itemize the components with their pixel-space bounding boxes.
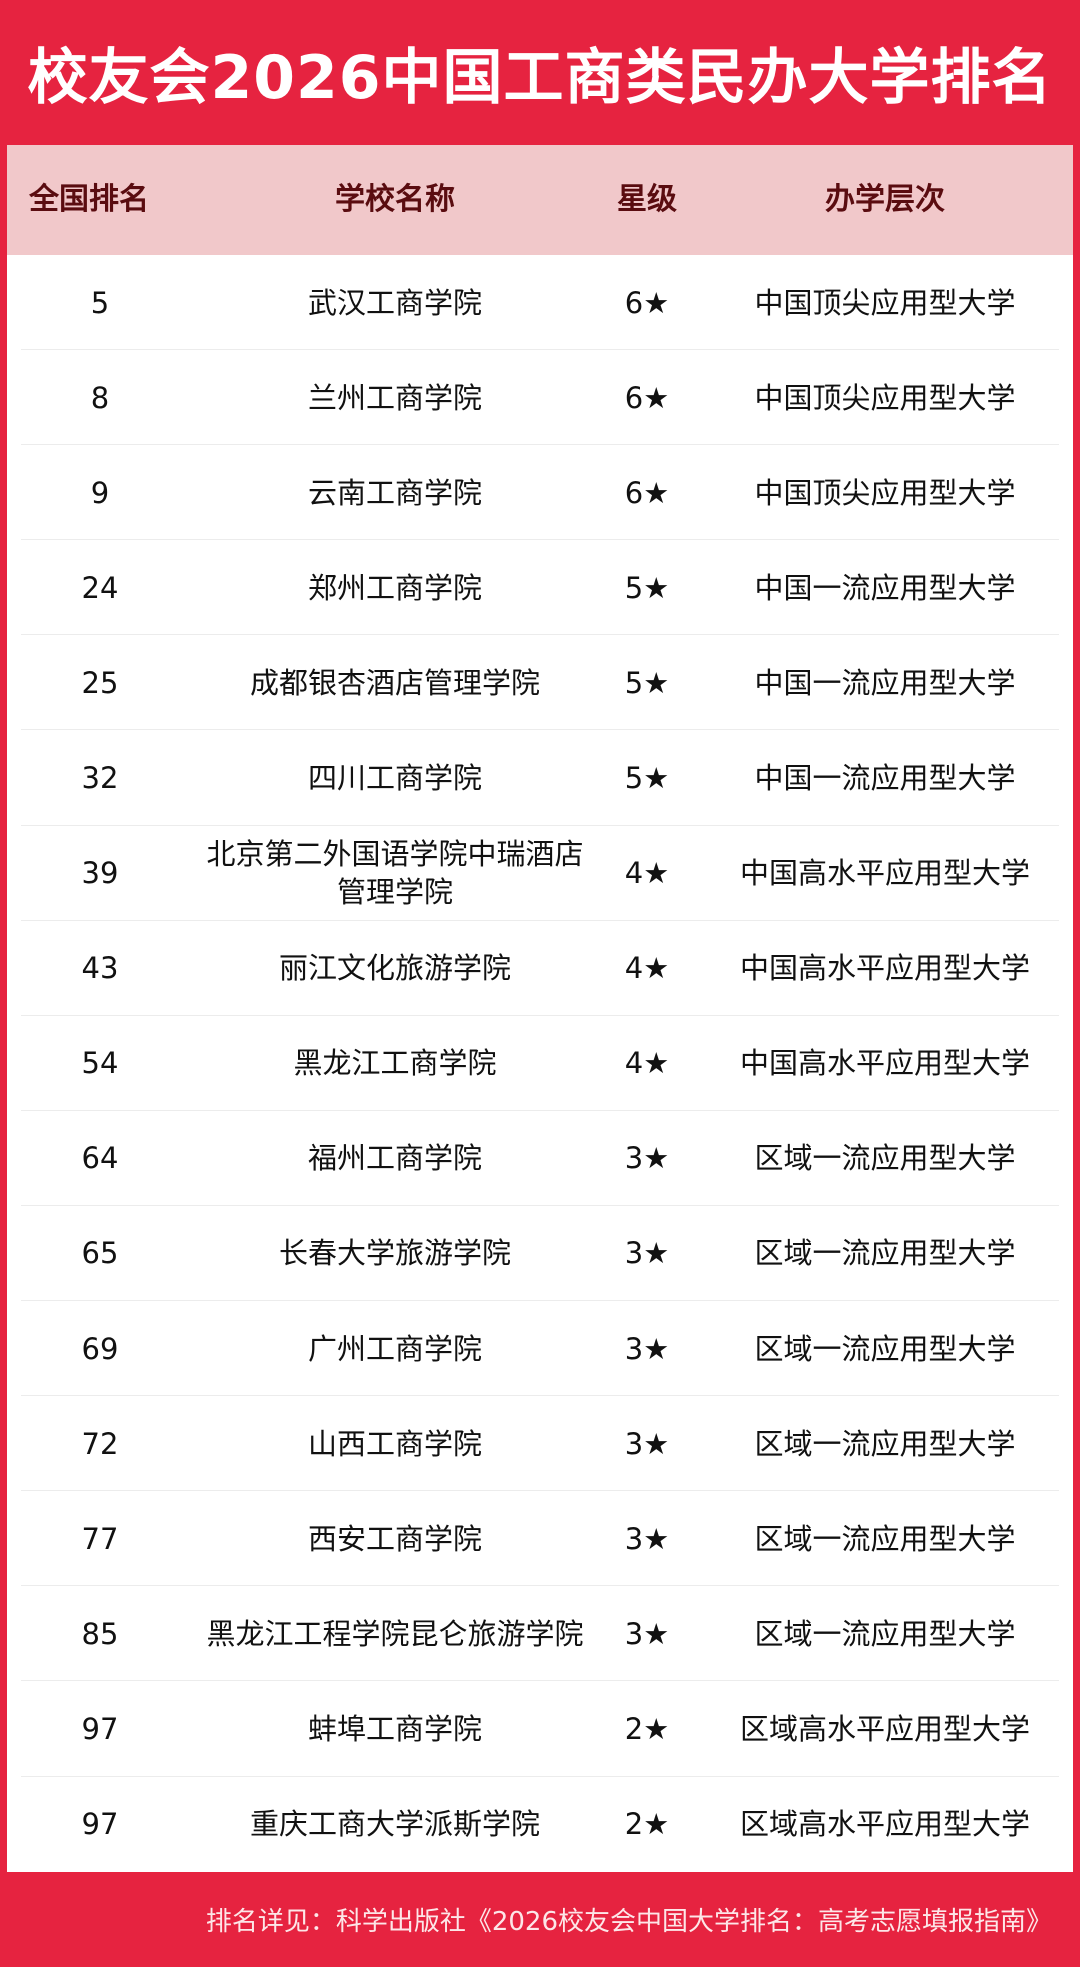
table-row: 43 丽江文化旅游学院 4★ 中国高水平应用型大学: [7, 921, 1073, 1016]
table-row: 64 福州工商学院 3★ 区域一流应用型大学: [7, 1111, 1073, 1207]
level-cell: 中国高水平应用型大学: [739, 856, 1030, 891]
rank-cell: 54: [81, 1046, 119, 1081]
stars-cell: 3★: [624, 1521, 670, 1556]
rank-cell: 25: [81, 665, 119, 700]
name-cell: 广州工商学院: [307, 1331, 482, 1366]
stars-cell: 3★: [624, 1236, 670, 1271]
table-header: 全国排名 学校名称 星级 办学层次: [7, 145, 1073, 255]
name-cell: 黑龙江工商学院: [293, 1046, 497, 1081]
table-row: 65 长春大学旅游学院 3★ 区域一流应用型大学: [7, 1206, 1073, 1302]
table-row: 54 黑龙江工商学院 4★ 中国高水平应用型大学: [7, 1016, 1073, 1111]
rank-cell: 43: [81, 951, 119, 986]
stars-cell: 2★: [624, 1807, 670, 1842]
level-cell: 区域一流应用型大学: [754, 1331, 1016, 1366]
rank-cell: 32: [81, 761, 119, 796]
table-row: 97 蚌埠工商学院 2★ 区域高水平应用型大学: [7, 1681, 1073, 1777]
rank-cell: 9: [90, 475, 110, 510]
header-rank: 全国排名: [29, 182, 149, 217]
stars-cell: 5★: [624, 665, 670, 700]
name-cell: 福州工商学院: [307, 1141, 482, 1176]
name-cell: 北京第二外国语学院中瑞酒店管理学院: [206, 837, 584, 910]
rank-cell: 69: [81, 1331, 119, 1366]
rank-cell: 24: [81, 570, 119, 605]
name-cell: 重庆工商大学派斯学院: [249, 1807, 540, 1842]
table-row: 97 重庆工商大学派斯学院 2★ 区域高水平应用型大学: [7, 1777, 1073, 1872]
name-cell: 兰州工商学院: [307, 380, 482, 415]
stars-cell: 5★: [624, 570, 670, 605]
stars-cell: 6★: [624, 475, 670, 510]
stars-cell: 3★: [624, 1426, 670, 1461]
name-cell: 四川工商学院: [307, 761, 482, 796]
level-cell: 中国顶尖应用型大学: [754, 285, 1016, 320]
name-cell: 丽江文化旅游学院: [278, 951, 511, 986]
level-cell: 中国一流应用型大学: [754, 570, 1016, 605]
table-row: 25 成都银杏酒店管理学院 5★ 中国一流应用型大学: [7, 635, 1073, 731]
level-cell: 区域一流应用型大学: [754, 1616, 1016, 1651]
level-cell: 中国一流应用型大学: [754, 665, 1016, 700]
level-cell: 中国一流应用型大学: [754, 761, 1016, 796]
name-cell: 西安工商学院: [307, 1521, 482, 1556]
table-row: 77 西安工商学院 3★ 区域一流应用型大学: [7, 1491, 1073, 1587]
rank-cell: 65: [81, 1236, 119, 1271]
level-cell: 区域一流应用型大学: [754, 1426, 1016, 1461]
table-row: 24 郑州工商学院 5★ 中国一流应用型大学: [7, 540, 1073, 636]
level-cell: 区域高水平应用型大学: [739, 1807, 1030, 1842]
rank-cell: 64: [81, 1141, 119, 1176]
stars-cell: 2★: [624, 1711, 670, 1746]
table-row: 85 黑龙江工程学院昆仑旅游学院 3★ 区域一流应用型大学: [7, 1586, 1073, 1682]
level-cell: 中国高水平应用型大学: [739, 1046, 1030, 1081]
name-cell: 郑州工商学院: [307, 570, 482, 605]
stars-cell: 5★: [624, 761, 670, 796]
ranking-table: 全国排名 学校名称 星级 办学层次 5 武汉工商学院 6★ 中国顶尖应用型大学 8 兰州工…: [7, 145, 1073, 1872]
rank-cell: 77: [81, 1521, 119, 1556]
rank-cell: 5: [90, 285, 110, 320]
stars-cell: 4★: [624, 856, 670, 891]
header-level: 办学层次: [825, 182, 945, 217]
header-name: 学校名称: [335, 182, 455, 217]
page-title: 校友会2026中国工商类民办大学排名: [27, 43, 1053, 113]
stars-cell: 3★: [624, 1616, 670, 1651]
stars-cell: 4★: [624, 1046, 670, 1081]
stars-cell: 3★: [624, 1331, 670, 1366]
header-stars: 星级: [617, 182, 677, 217]
stars-cell: 6★: [624, 285, 670, 320]
level-cell: 区域高水平应用型大学: [739, 1711, 1030, 1746]
level-cell: 区域一流应用型大学: [754, 1141, 1016, 1176]
name-cell: 黑龙江工程学院昆仑旅游学院: [206, 1616, 584, 1651]
table-row: 72 山西工商学院 3★ 区域一流应用型大学: [7, 1396, 1073, 1492]
table-row: 32 四川工商学院 5★ 中国一流应用型大学: [7, 730, 1073, 826]
name-cell: 蚌埠工商学院: [307, 1711, 482, 1746]
level-cell: 中国顶尖应用型大学: [754, 475, 1016, 510]
table-row: 5 武汉工商学院 6★ 中国顶尖应用型大学: [7, 255, 1073, 351]
rank-cell: 97: [81, 1807, 119, 1842]
name-cell: 云南工商学院: [307, 475, 482, 510]
table-row: 39 北京第二外国语学院中瑞酒店管理学院 4★ 中国高水平应用型大学: [7, 826, 1073, 921]
level-cell: 中国顶尖应用型大学: [754, 380, 1016, 415]
name-cell: 武汉工商学院: [307, 285, 482, 320]
name-cell: 成都银杏酒店管理学院: [249, 665, 540, 700]
stars-cell: 3★: [624, 1141, 670, 1176]
level-cell: 中国高水平应用型大学: [739, 951, 1030, 986]
stars-cell: 6★: [624, 380, 670, 415]
rank-cell: 72: [81, 1426, 119, 1461]
table-row: 8 兰州工商学院 6★ 中国顶尖应用型大学: [7, 350, 1073, 446]
name-cell: 山西工商学院: [307, 1426, 482, 1461]
name-cell: 长春大学旅游学院: [278, 1236, 511, 1271]
level-cell: 区域一流应用型大学: [754, 1236, 1016, 1271]
table-row: 69 广州工商学院 3★ 区域一流应用型大学: [7, 1301, 1073, 1397]
source-note: 排名详见：科学出版社《2026校友会中国大学排名：高考志愿填报指南》: [205, 1906, 1052, 1937]
rank-cell: 85: [81, 1616, 119, 1651]
rank-cell: 97: [81, 1711, 119, 1746]
stars-cell: 4★: [624, 951, 670, 986]
rank-cell: 8: [90, 380, 110, 415]
rank-cell: 39: [81, 856, 119, 891]
table-row: 9 云南工商学院 6★ 中国顶尖应用型大学: [7, 445, 1073, 541]
level-cell: 区域一流应用型大学: [754, 1521, 1016, 1556]
